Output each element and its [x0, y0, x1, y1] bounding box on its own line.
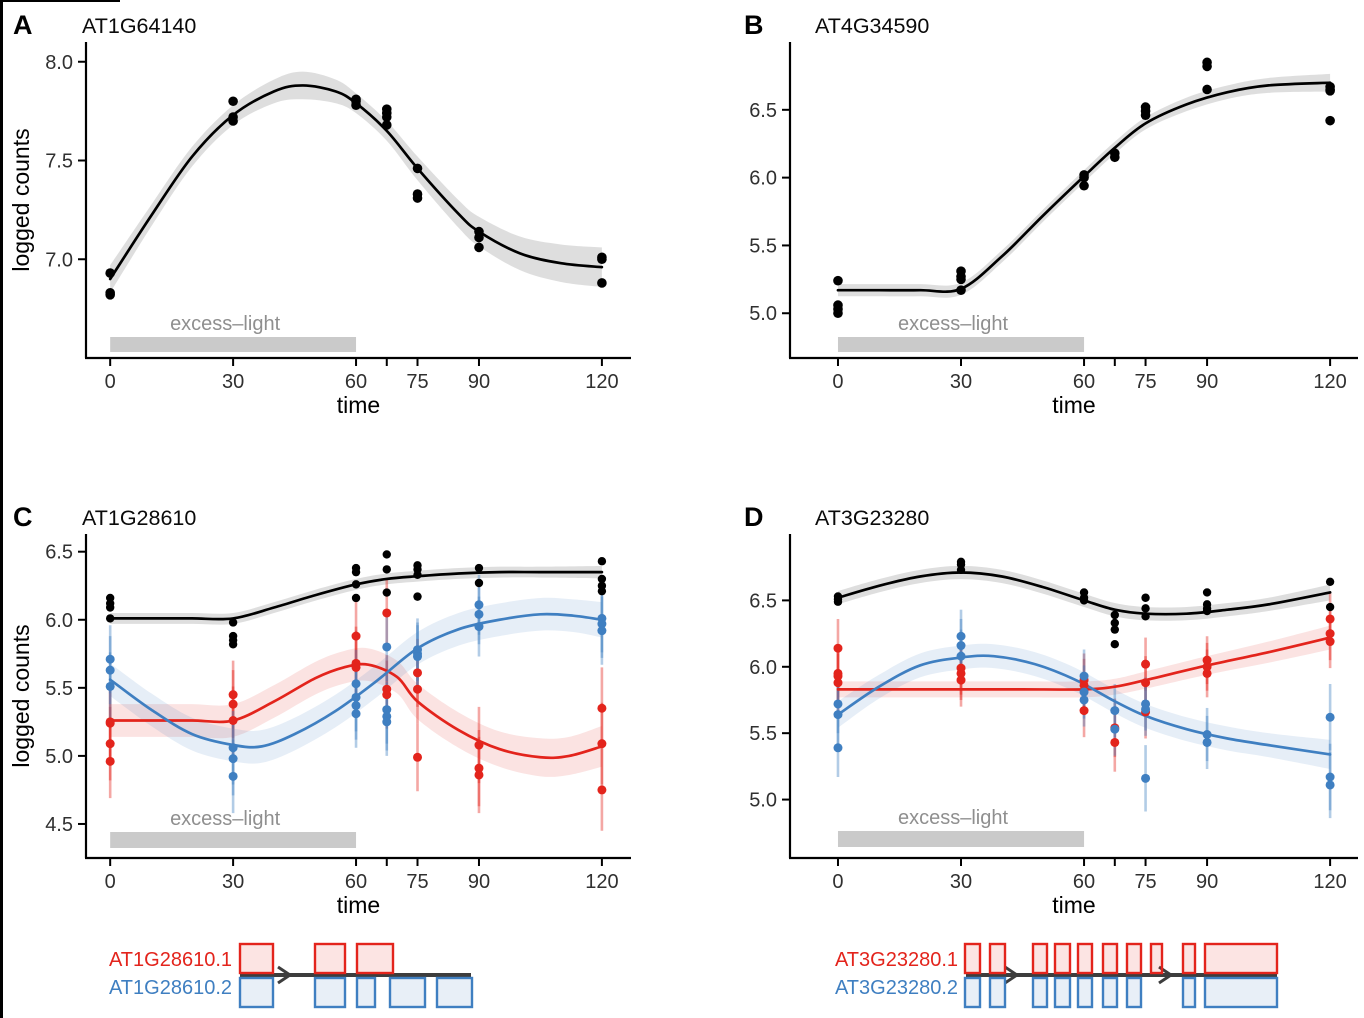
svg-text:90: 90: [468, 371, 490, 393]
svg-text:75: 75: [406, 871, 428, 893]
svg-text:5.0: 5.0: [749, 790, 777, 812]
panel-c-plot: excess–light 4.5 5.0 5.5 6.0 6.5 0 30 60 75 90 120 t…: [8, 534, 631, 918]
panel-c-letter: C: [13, 502, 33, 532]
svg-text:7.0: 7.0: [45, 249, 73, 271]
svg-text:excess–light: excess–light: [170, 808, 281, 830]
svg-text:6.0: 6.0: [749, 168, 777, 190]
diagram-d-isoform1-label: AT3G23280.1: [834, 949, 958, 971]
svg-text:5.0: 5.0: [45, 746, 73, 768]
gene-diagram-d: [963, 942, 1279, 1009]
svg-text:75: 75: [406, 371, 428, 393]
svg-text:6.0: 6.0: [749, 657, 777, 679]
svg-text:excess–light: excess–light: [898, 807, 1009, 829]
svg-text:5.5: 5.5: [749, 235, 777, 257]
panel-a-title: AT1G64140: [82, 14, 197, 38]
diagram-c-isoform1-label: AT1G28610.1: [108, 949, 232, 971]
panel-d-title: AT3G23280: [815, 506, 930, 530]
svg-text:time: time: [1052, 892, 1095, 918]
svg-text:30: 30: [222, 871, 244, 893]
svg-text:60: 60: [345, 871, 367, 893]
svg-text:time: time: [1052, 392, 1095, 418]
svg-text:30: 30: [950, 871, 972, 893]
svg-text:excess–light: excess–light: [898, 313, 1009, 335]
svg-text:7.5: 7.5: [45, 151, 73, 173]
panel-d-letter: D: [744, 502, 764, 532]
svg-text:120: 120: [1313, 871, 1346, 893]
window-edge-top: [0, 0, 120, 2]
svg-text:120: 120: [1313, 371, 1346, 393]
svg-text:60: 60: [345, 371, 367, 393]
panel-b-title: AT4G34590: [815, 14, 930, 38]
svg-text:90: 90: [1196, 871, 1218, 893]
svg-text:120: 120: [585, 871, 618, 893]
svg-text:6.5: 6.5: [749, 100, 777, 122]
panel-b-letter: B: [744, 10, 764, 40]
svg-text:6.0: 6.0: [45, 610, 73, 632]
svg-text:60: 60: [1073, 371, 1095, 393]
svg-text:30: 30: [222, 371, 244, 393]
svg-text:8.0: 8.0: [45, 52, 73, 74]
svg-text:90: 90: [468, 871, 490, 893]
svg-text:75: 75: [1134, 371, 1156, 393]
svg-text:5.5: 5.5: [749, 723, 777, 745]
svg-text:75: 75: [1134, 871, 1156, 893]
panel-c-title: AT1G28610: [82, 506, 197, 530]
svg-text:5.5: 5.5: [45, 678, 73, 700]
svg-text:logged counts: logged counts: [8, 128, 34, 271]
svg-text:6.5: 6.5: [45, 542, 73, 564]
panel-b-plot: excess–light 5.0 5.5 6.0 6.5 0 30 60 75 90 120 time: [749, 42, 1358, 418]
svg-text:30: 30: [950, 371, 972, 393]
svg-text:0: 0: [832, 371, 843, 393]
svg-text:logged counts: logged counts: [8, 624, 34, 767]
svg-text:4.5: 4.5: [45, 814, 73, 836]
svg-text:60: 60: [1073, 871, 1095, 893]
svg-text:time: time: [337, 892, 380, 918]
window-edge-left: [0, 0, 3, 1018]
panel-a-plot: excess–light 7.0 7.5 8.0 0 30 60 75 90 120 time log…: [8, 42, 631, 418]
svg-text:excess–light: excess–light: [170, 313, 281, 335]
panel-a-letter: A: [13, 10, 33, 40]
diagram-c-isoform2-label: AT1G28610.2: [108, 977, 232, 999]
gene-diagram-c: [238, 942, 474, 1009]
svg-text:120: 120: [585, 371, 618, 393]
svg-text:0: 0: [832, 871, 843, 893]
svg-text:90: 90: [1196, 371, 1218, 393]
svg-text:5.0: 5.0: [749, 303, 777, 325]
svg-text:time: time: [337, 392, 380, 418]
panel-d-plot: excess–light 5.0 5.5 6.0 6.5 0 30 60 75 90 120 time: [749, 534, 1358, 918]
svg-text:6.5: 6.5: [749, 590, 777, 612]
svg-text:0: 0: [105, 871, 116, 893]
svg-text:0: 0: [105, 371, 116, 393]
diagram-d-isoform2-label: AT3G23280.2: [834, 977, 958, 999]
